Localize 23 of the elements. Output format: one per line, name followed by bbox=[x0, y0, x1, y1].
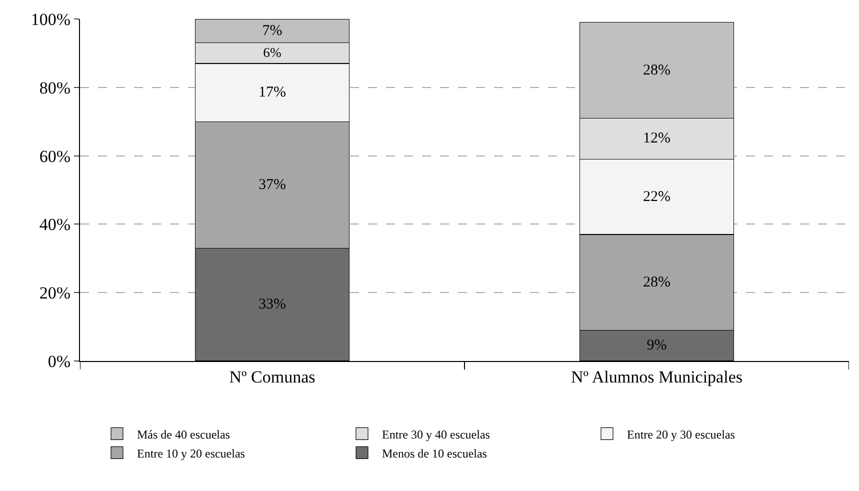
y-tick-label: 40% bbox=[39, 215, 71, 234]
data-label: 12% bbox=[643, 130, 670, 147]
legend-label: Más de 40 escuelas bbox=[137, 427, 230, 442]
data-label: 6% bbox=[263, 44, 282, 60]
y-tick-label: 100% bbox=[30, 10, 71, 29]
legend-label: Entre 20 y 30 escuelas bbox=[627, 427, 736, 442]
data-label: 7% bbox=[262, 22, 282, 39]
data-label: 9% bbox=[646, 338, 667, 354]
data-label: 37% bbox=[258, 176, 286, 193]
data-label: 17% bbox=[258, 84, 286, 101]
legend-label: Entre 30 y 40 escuelas bbox=[382, 427, 490, 442]
y-tick-label: 0% bbox=[48, 352, 71, 371]
y-tick-label: 60% bbox=[39, 146, 71, 166]
data-label: 22% bbox=[643, 188, 670, 205]
data-label: 33% bbox=[258, 296, 286, 313]
y-tick-label: 20% bbox=[39, 284, 71, 303]
x-tick-label: Nº Alumnos Municipales bbox=[571, 367, 742, 386]
legend-label: Entre 10 y 20 escuelas bbox=[137, 446, 246, 460]
legend-label: Menos de 10 escuelas bbox=[382, 446, 488, 460]
y-tick-label: 80% bbox=[39, 78, 71, 98]
data-label: 28% bbox=[643, 62, 670, 78]
x-tick-label: Nº Comunas bbox=[229, 367, 316, 386]
data-label: 28% bbox=[643, 274, 670, 290]
